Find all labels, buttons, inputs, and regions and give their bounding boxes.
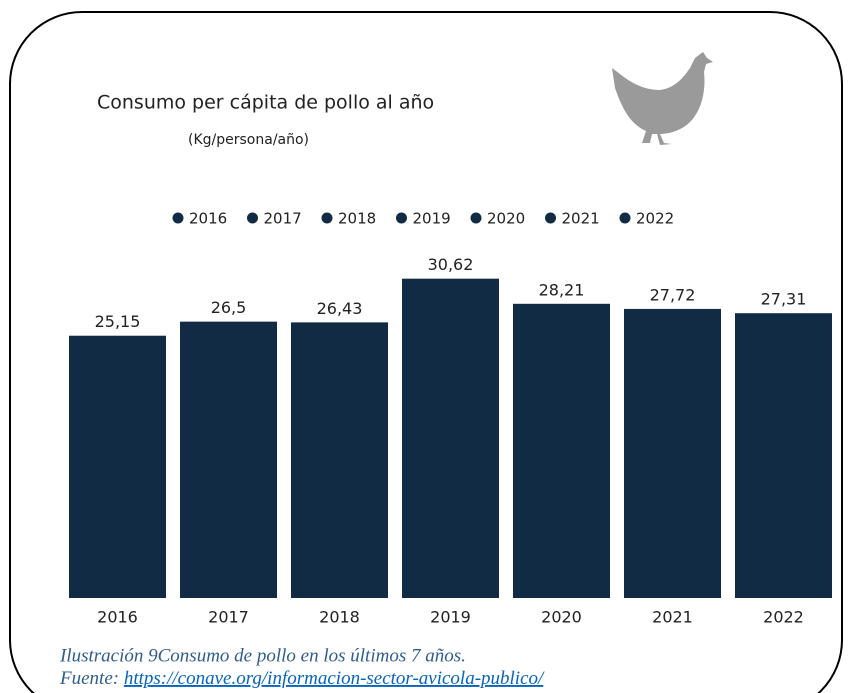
- x-tick-label: 2019: [430, 608, 471, 627]
- legend-label: 2020: [487, 210, 525, 228]
- x-tick-label: 2016: [97, 608, 138, 627]
- source-link[interactable]: https://conave.org/informacion-sector-av…: [124, 668, 545, 689]
- value-label: 28,21: [539, 280, 585, 299]
- legend-swatch: [470, 212, 482, 224]
- legend-label: 2018: [338, 210, 376, 228]
- legend-swatch: [172, 212, 184, 224]
- value-label: 30,62: [428, 255, 474, 274]
- legend-swatch: [321, 212, 333, 224]
- legend-swatch: [396, 212, 407, 224]
- legend-label: 2021: [562, 210, 600, 228]
- frame: [9, 11, 843, 693]
- bar: [69, 335, 166, 598]
- legend-swatch: [545, 212, 556, 224]
- legend-label: 2017: [264, 210, 302, 228]
- x-tick-label: 2017: [208, 608, 249, 627]
- value-label: 27,31: [761, 290, 807, 309]
- legend-swatch: [247, 212, 258, 224]
- legend-label: 2019: [413, 210, 451, 228]
- chart-title: Consumo per cápita de pollo al año: [97, 92, 434, 114]
- value-label: 25,15: [95, 312, 141, 331]
- value-label: 26,5: [211, 298, 247, 317]
- x-tick-label: 2021: [652, 608, 693, 627]
- bar: [735, 313, 832, 598]
- legend-label: 2022: [636, 210, 674, 228]
- value-label: 27,72: [650, 285, 696, 304]
- value-label: 26,43: [317, 299, 363, 318]
- bar: [624, 308, 721, 598]
- x-tick-label: 2020: [541, 608, 582, 627]
- source-prefix: Fuente:: [59, 668, 124, 689]
- chicken-icon: [612, 52, 713, 145]
- x-tick-label: 2022: [763, 608, 804, 627]
- legend-swatch: [619, 212, 631, 224]
- bar: [402, 278, 499, 598]
- caption-source: Fuente: https://conave.org/informacion-s…: [59, 668, 545, 689]
- legend-label: 2016: [189, 210, 227, 228]
- caption: Ilustración 9Consumo de pollo en los últ…: [59, 645, 466, 666]
- bar: [291, 322, 388, 598]
- bar: [513, 303, 610, 598]
- bar: [180, 321, 277, 598]
- chart-subtitle: (Kg/persona/año): [188, 132, 309, 148]
- x-tick-label: 2018: [319, 608, 360, 627]
